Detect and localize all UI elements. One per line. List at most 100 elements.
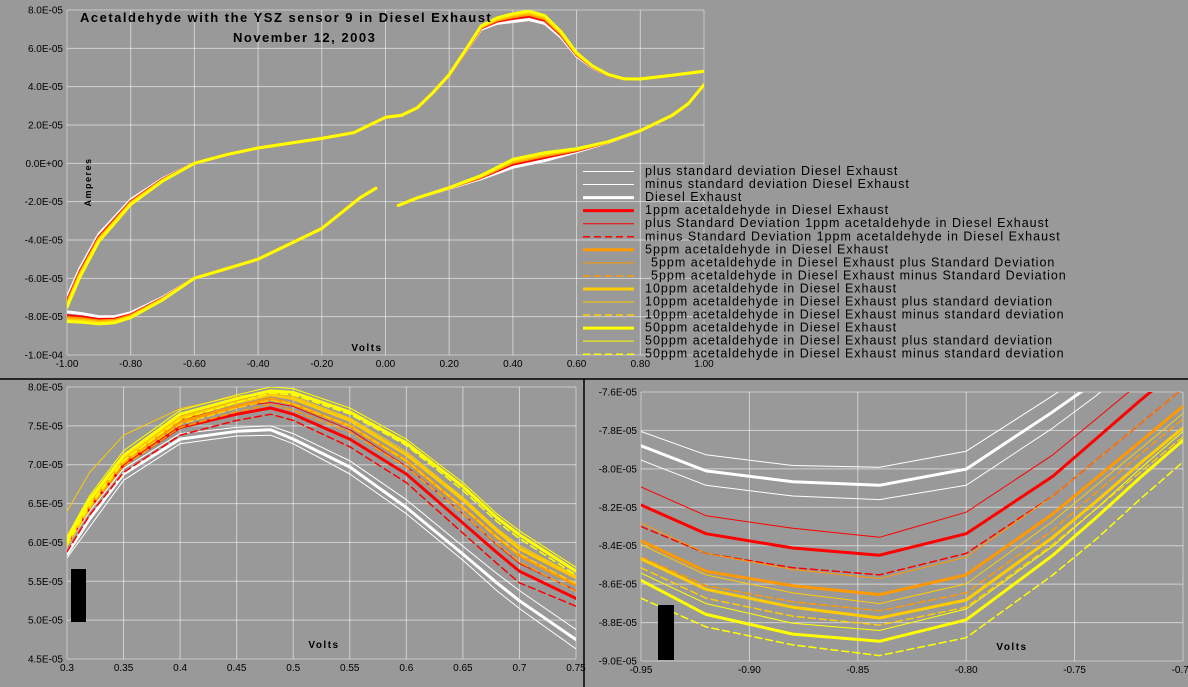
legend-label-0: plus standard deviation Diesel Exhaust bbox=[645, 164, 898, 178]
x-tick-label-2: -0.85 bbox=[846, 665, 869, 676]
legend-label-8: 5ppm acetaldehyde in Diesel Exhaust minu… bbox=[651, 268, 1067, 282]
series-line-2-12 bbox=[641, 438, 1183, 643]
series-line-1-9 bbox=[67, 393, 576, 579]
legend-label-1: minus standard deviation Diesel Exhaust bbox=[645, 177, 910, 191]
legend-label-11: 10ppm acetaldehyde in Diesel Exhaust min… bbox=[645, 308, 1065, 322]
y-tick-label-0: -4.0E-05 bbox=[25, 236, 64, 247]
series-line-2-9 bbox=[641, 426, 1183, 620]
series-line-1-11 bbox=[67, 399, 576, 585]
legend-label-9: 10ppm acetaldehyde in Diesel Exhaust bbox=[645, 281, 897, 295]
y-tick-label-1: 6.5E-05 bbox=[28, 499, 63, 510]
series-14-branch-1 bbox=[67, 10, 704, 308]
legend-label-12: 50ppm acetaldehyde in Diesel Exhaust bbox=[645, 321, 897, 335]
x-tick-label-2: -0.95 bbox=[630, 665, 653, 676]
x-tick-label-2: -0.80 bbox=[955, 665, 978, 676]
legend-label-3: 1ppm acetaldehyde in Diesel Exhaust bbox=[645, 203, 889, 217]
series-line-1-1 bbox=[67, 434, 576, 650]
legend-label-7: 5ppm acetaldehyde in Diesel Exhaust plus… bbox=[651, 255, 1055, 269]
x-tick-label-2: -0.75 bbox=[1063, 665, 1086, 676]
x-tick-label-1: 0.65 bbox=[453, 663, 473, 674]
x-tick-label-0: 0.80 bbox=[631, 359, 651, 370]
series-line-1-5 bbox=[67, 413, 576, 607]
legend-label-5: minus Standard Deviation 1ppm acetaldehy… bbox=[645, 229, 1061, 243]
y-tick-label-0: 4.0E-05 bbox=[28, 82, 63, 93]
x-tick-label-0: -0.40 bbox=[247, 359, 270, 370]
y-tick-label-0: 8.0E-05 bbox=[28, 6, 63, 17]
y-tick-label-0: -6.0E-05 bbox=[25, 274, 64, 285]
y-tick-label-2: -7.8E-05 bbox=[599, 426, 638, 437]
series-line-1-2 bbox=[67, 428, 576, 642]
x-tick-label-0: 0.60 bbox=[567, 359, 587, 370]
x-axis-label-1: Volts bbox=[308, 640, 339, 651]
y-tick-label-0: -8.0E-05 bbox=[25, 312, 64, 323]
y-axis-label: Amperes bbox=[83, 157, 93, 206]
x-tick-label-0: -0.60 bbox=[183, 359, 206, 370]
legend-label-2: Diesel Exhaust bbox=[645, 190, 742, 204]
y-tick-label-0: 2.0E-05 bbox=[28, 121, 63, 132]
y-tick-label-2: -8.6E-05 bbox=[599, 580, 638, 591]
y-tick-label-2: -7.6E-05 bbox=[599, 388, 638, 399]
series-line-2-8 bbox=[641, 418, 1183, 612]
y-tick-label-0: -1.0E-04 bbox=[25, 351, 64, 362]
x-tick-label-0: 0.00 bbox=[376, 359, 396, 370]
series-line-2-7 bbox=[641, 392, 1180, 579]
series-line-1-8 bbox=[67, 403, 576, 593]
x-tick-label-1: 0.3 bbox=[60, 663, 74, 674]
series-line-2-0 bbox=[641, 392, 1059, 468]
x-tick-label-0: 0.40 bbox=[503, 359, 523, 370]
x-tick-label-2: -0.90 bbox=[738, 665, 761, 676]
series-line-1-0 bbox=[67, 425, 576, 630]
series-line-1-3 bbox=[67, 406, 576, 600]
legend-label-6: 5ppm acetaldehyde in Diesel Exhaust bbox=[645, 242, 889, 256]
x-axis-label-2: Volts bbox=[996, 642, 1027, 653]
chart-subtitle: November 12, 2003 bbox=[233, 30, 376, 45]
legend-label-10: 10ppm acetaldehyde in Diesel Exhaust plu… bbox=[645, 295, 1053, 309]
legend-label-14: 50ppm acetaldehyde in Diesel Exhaust min… bbox=[645, 347, 1065, 361]
series-line-2-4 bbox=[641, 392, 1130, 538]
y-tick-label-1: 4.5E-05 bbox=[28, 655, 63, 666]
x-axis-label: Volts bbox=[351, 343, 382, 354]
series-14-branch-0 bbox=[67, 187, 377, 325]
series-line-1-12 bbox=[67, 389, 576, 573]
y-tick-label-2: -8.2E-05 bbox=[599, 503, 638, 514]
series-line-2-11 bbox=[641, 436, 1183, 626]
y-tick-label-0: 0.0E+00 bbox=[25, 159, 63, 170]
x-tick-label-0: -0.80 bbox=[119, 359, 142, 370]
y-tick-label-0: -2.0E-05 bbox=[25, 197, 64, 208]
series-line-2-13 bbox=[641, 431, 1183, 631]
series-line-2-2 bbox=[641, 392, 1084, 487]
x-tick-label-1: 0.55 bbox=[340, 663, 360, 674]
y-tick-label-1: 7.0E-05 bbox=[28, 460, 63, 471]
chart-title: Acetaldehyde with the YSZ sensor 9 in Di… bbox=[80, 10, 492, 25]
black-marker-left bbox=[71, 569, 86, 622]
series-line-2-14 bbox=[641, 461, 1183, 657]
x-tick-label-1: 0.7 bbox=[512, 663, 526, 674]
y-tick-label-2: -8.0E-05 bbox=[599, 464, 638, 475]
x-tick-label-1: 0.6 bbox=[399, 663, 413, 674]
y-tick-label-1: 5.0E-05 bbox=[28, 616, 63, 627]
series-line-2-1 bbox=[641, 392, 1102, 501]
series-line-2-6 bbox=[641, 404, 1183, 597]
x-tick-label-0: 1.00 bbox=[694, 359, 714, 370]
x-tick-label-0: 0.20 bbox=[439, 359, 459, 370]
series-line-2-10 bbox=[641, 413, 1183, 605]
series-line-1-13 bbox=[67, 387, 576, 568]
y-tick-label-1: 6.0E-05 bbox=[28, 538, 63, 549]
legend-label-4: plus Standard Deviation 1ppm acetaldehyd… bbox=[645, 216, 1049, 230]
series-line-2-3 bbox=[641, 392, 1153, 557]
x-tick-label-1: 0.75 bbox=[566, 663, 586, 674]
x-tick-label-0: -1.00 bbox=[56, 359, 79, 370]
x-tick-label-2: -0.70 bbox=[1172, 665, 1188, 676]
x-tick-label-1: 0.45 bbox=[227, 663, 247, 674]
x-tick-label-0: -0.20 bbox=[310, 359, 333, 370]
x-tick-label-1: 0.4 bbox=[173, 663, 187, 674]
y-tick-label-2: -8.8E-05 bbox=[599, 618, 638, 629]
black-marker-right bbox=[658, 605, 674, 660]
series-14-branch-2 bbox=[397, 83, 704, 207]
x-tick-label-1: 0.5 bbox=[286, 663, 300, 674]
legend-label-13: 50ppm acetaldehyde in Diesel Exhaust plu… bbox=[645, 334, 1053, 348]
y-tick-label-0: 6.0E-05 bbox=[28, 44, 63, 55]
y-tick-label-2: -9.0E-05 bbox=[599, 657, 638, 668]
x-tick-label-1: 0.35 bbox=[114, 663, 134, 674]
